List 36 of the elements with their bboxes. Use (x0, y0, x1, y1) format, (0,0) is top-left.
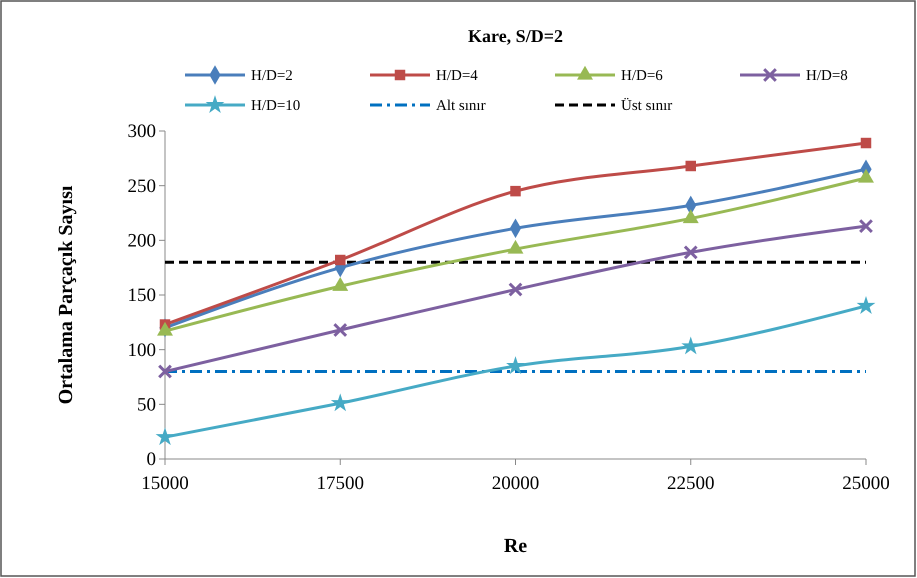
legend-label: H/D=10 (251, 98, 300, 114)
point (508, 282, 523, 297)
point (156, 427, 174, 446)
point (681, 336, 700, 354)
point (860, 138, 872, 148)
point (683, 245, 698, 260)
point (158, 364, 172, 379)
legend-label: H/D=2 (251, 68, 293, 84)
point (330, 393, 350, 412)
legend-label: Üst sınır (621, 97, 672, 114)
point (858, 218, 874, 234)
point (506, 356, 525, 374)
y-tick-label: 250 (128, 176, 156, 197)
legend-label: Alt sınır (436, 98, 486, 114)
y-tick-label: 100 (128, 340, 156, 361)
x-tick-label: 22500 (667, 472, 714, 494)
point (856, 296, 876, 314)
legend-label: H/D=8 (806, 68, 848, 84)
legend-label: H/D=4 (436, 68, 478, 84)
point (335, 254, 346, 266)
x-axis-title: Re (504, 535, 528, 557)
y-tick-label: 150 (128, 285, 156, 306)
point (332, 322, 348, 338)
y-tick-label: 0 (146, 449, 156, 470)
y-axis-title: Ortalama Parçaçık Sayısı (55, 185, 77, 404)
point (686, 160, 696, 172)
x-tick-label: 15000 (141, 472, 189, 494)
x-tick-label: 20000 (492, 472, 540, 494)
y-tick-label: 300 (128, 121, 156, 142)
chart-title: Kare, S/D=2 (468, 26, 563, 46)
x-tick-label: 17500 (316, 472, 364, 494)
point (510, 186, 521, 196)
legend-label: H/D=6 (621, 68, 664, 84)
x-tick-label: 25000 (842, 472, 890, 494)
y-tick-label: 200 (128, 230, 156, 252)
y-tick-label: 50 (137, 394, 156, 416)
